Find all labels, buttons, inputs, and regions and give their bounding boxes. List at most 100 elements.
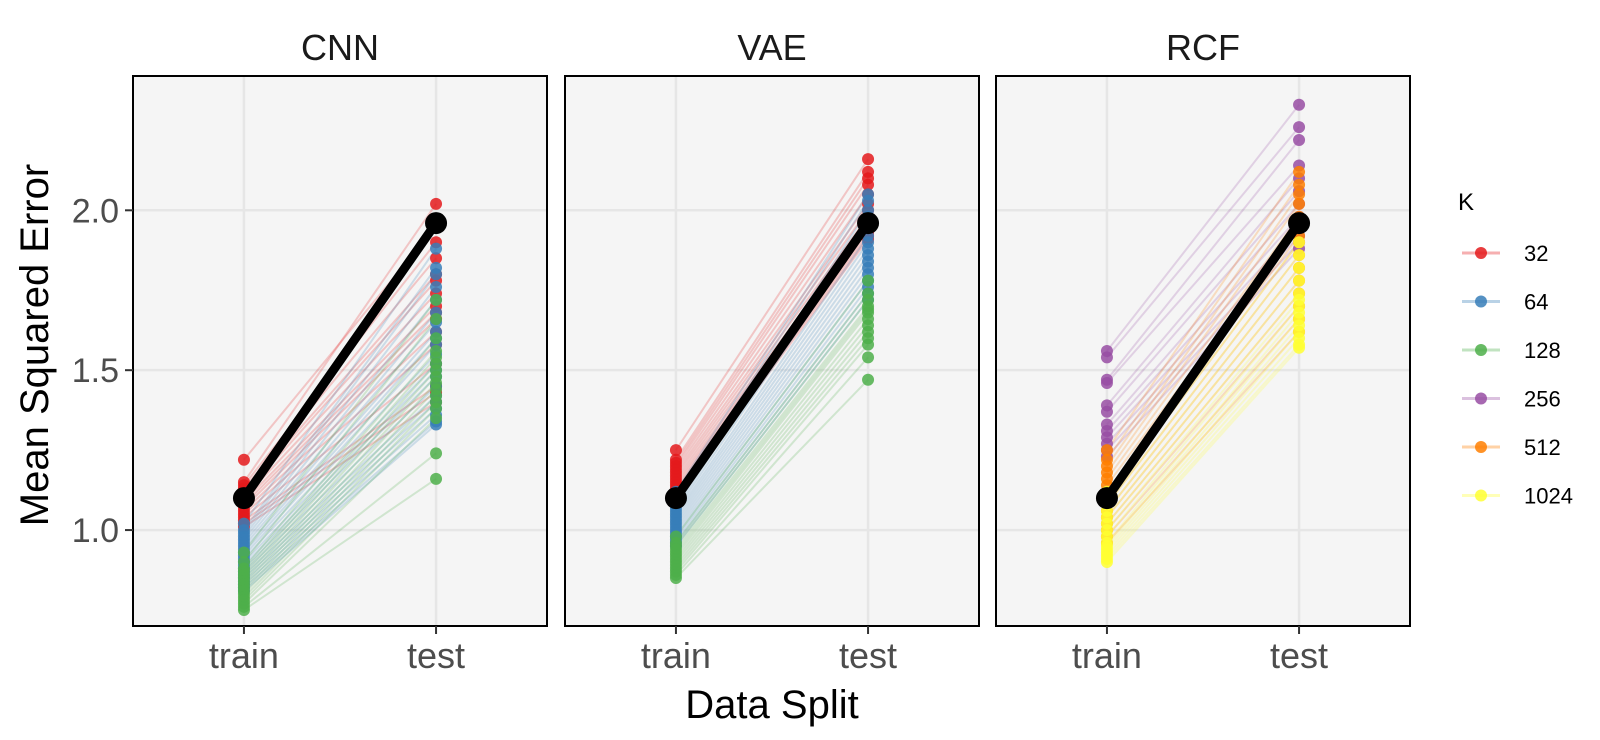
x-tick-label-test: test xyxy=(839,635,897,676)
point-train-k128 xyxy=(237,546,250,559)
legend-label: 512 xyxy=(1524,435,1561,460)
series-line-k512 xyxy=(1106,254,1300,506)
series-line-k32 xyxy=(243,292,437,499)
series-line-k128 xyxy=(243,401,437,598)
x-tick-label-test: test xyxy=(407,635,465,676)
series-line-k256 xyxy=(1106,126,1300,359)
point-test-k512 xyxy=(1293,197,1306,210)
series-line-k128 xyxy=(243,369,437,582)
series-line-k64 xyxy=(243,337,437,554)
series-line-k128 xyxy=(243,299,437,554)
series-line-k1024 xyxy=(1106,343,1300,560)
point-test-k512 xyxy=(1293,178,1306,191)
series-line-k256 xyxy=(1106,247,1300,458)
legend-item-32: 32 xyxy=(1462,241,1548,266)
point-test-k128 xyxy=(430,472,443,485)
series-line-k512 xyxy=(1106,184,1300,461)
series-line-k128 xyxy=(675,308,869,554)
series-line-k64 xyxy=(243,375,437,570)
series-line-k128 xyxy=(675,299,869,547)
series-line-k128 xyxy=(243,363,437,579)
series-line-k32 xyxy=(675,177,869,464)
series-line-k128 xyxy=(675,337,869,570)
series-line-k128 xyxy=(675,318,869,560)
mean-point-train xyxy=(232,487,255,510)
series-line-k1024 xyxy=(1106,331,1300,554)
y-axis-title: Mean Squared Error xyxy=(13,164,57,526)
panel-background xyxy=(133,76,547,626)
panel-background xyxy=(565,76,979,626)
series-line-k512 xyxy=(1106,318,1300,538)
legend-item-64: 64 xyxy=(1462,290,1548,315)
series-line-k1024 xyxy=(1106,347,1300,563)
series-line-k128 xyxy=(243,337,437,570)
legend-label: 32 xyxy=(1524,241,1548,266)
point-test-k64 xyxy=(430,268,443,281)
point-train-k256 xyxy=(1100,351,1113,364)
series-line-k64 xyxy=(675,273,869,534)
series-line-k128 xyxy=(675,379,869,579)
series-line-k64 xyxy=(243,286,437,538)
series-line-k32 xyxy=(243,318,437,509)
series-line-k64 xyxy=(675,193,869,493)
mean-line xyxy=(239,218,441,503)
legend-label: 128 xyxy=(1524,338,1561,363)
series-line-k32 xyxy=(675,203,869,474)
mean-point-test xyxy=(425,212,448,235)
point-test-k1024 xyxy=(1293,341,1306,354)
point-test-k128 xyxy=(862,274,875,287)
series-line-k128 xyxy=(675,280,869,538)
series-line-k128 xyxy=(243,375,437,586)
legend-label: 64 xyxy=(1524,290,1548,315)
series-line-k64 xyxy=(243,321,437,547)
series-line-k128 xyxy=(675,324,869,563)
point-test-k32 xyxy=(862,153,875,166)
legend-key-point xyxy=(1475,247,1487,259)
series-line-k128 xyxy=(243,356,437,576)
point-test-k128 xyxy=(862,373,875,386)
series-line-k1024 xyxy=(1106,324,1300,550)
facet-title-rcf: RCF xyxy=(1166,27,1240,68)
point-train-k1024 xyxy=(1100,556,1113,569)
point-test-k1024 xyxy=(1293,274,1306,287)
series-line-k512 xyxy=(1106,331,1300,544)
panel-rcf: RCF train test xyxy=(995,27,1411,676)
point-test-k128 xyxy=(430,293,443,306)
series-line-k128 xyxy=(675,305,869,550)
series-line-k64 xyxy=(675,248,869,522)
series-line-k256 xyxy=(1106,203,1300,426)
series-line-k32 xyxy=(243,203,437,483)
series-line-k64 xyxy=(675,299,869,547)
point-test-k1024 xyxy=(1293,236,1306,249)
panel-background xyxy=(996,76,1410,626)
series-line-k64 xyxy=(675,267,869,531)
series-line-k64 xyxy=(243,311,437,544)
legend-key-point xyxy=(1475,441,1487,453)
series-line-k512 xyxy=(1106,305,1300,531)
series-line-k128 xyxy=(675,356,869,576)
series-line-k128 xyxy=(243,350,437,573)
series-line-k512 xyxy=(1106,171,1300,451)
y-tick-label: 2.0 xyxy=(72,192,119,230)
point-test-k128 xyxy=(862,351,875,364)
series-line-k64 xyxy=(243,363,437,563)
series-line-k512 xyxy=(1106,216,1300,480)
series-line-k512 xyxy=(1106,193,1300,467)
series-line-k128 xyxy=(675,343,869,573)
x-tick-label-train: train xyxy=(1072,635,1142,676)
legend-item-512: 512 xyxy=(1462,435,1561,460)
point-train-k32 xyxy=(669,444,682,457)
series-line-k1024 xyxy=(1106,305,1300,538)
legend-key-point xyxy=(1475,344,1487,356)
series-line-k64 xyxy=(243,273,437,534)
point-test-k32 xyxy=(862,178,875,191)
series-line-k128 xyxy=(675,312,869,557)
series-line-k128 xyxy=(243,318,437,563)
y-axis: 1.0 1.5 2.0 xyxy=(72,192,133,550)
series-line-k128 xyxy=(243,388,437,592)
point-test-k128 xyxy=(430,402,443,415)
mean-point-test xyxy=(1288,212,1311,235)
series-line-k64 xyxy=(243,369,437,566)
series-line-k1024 xyxy=(1106,299,1300,531)
series-line-k32 xyxy=(675,158,869,451)
